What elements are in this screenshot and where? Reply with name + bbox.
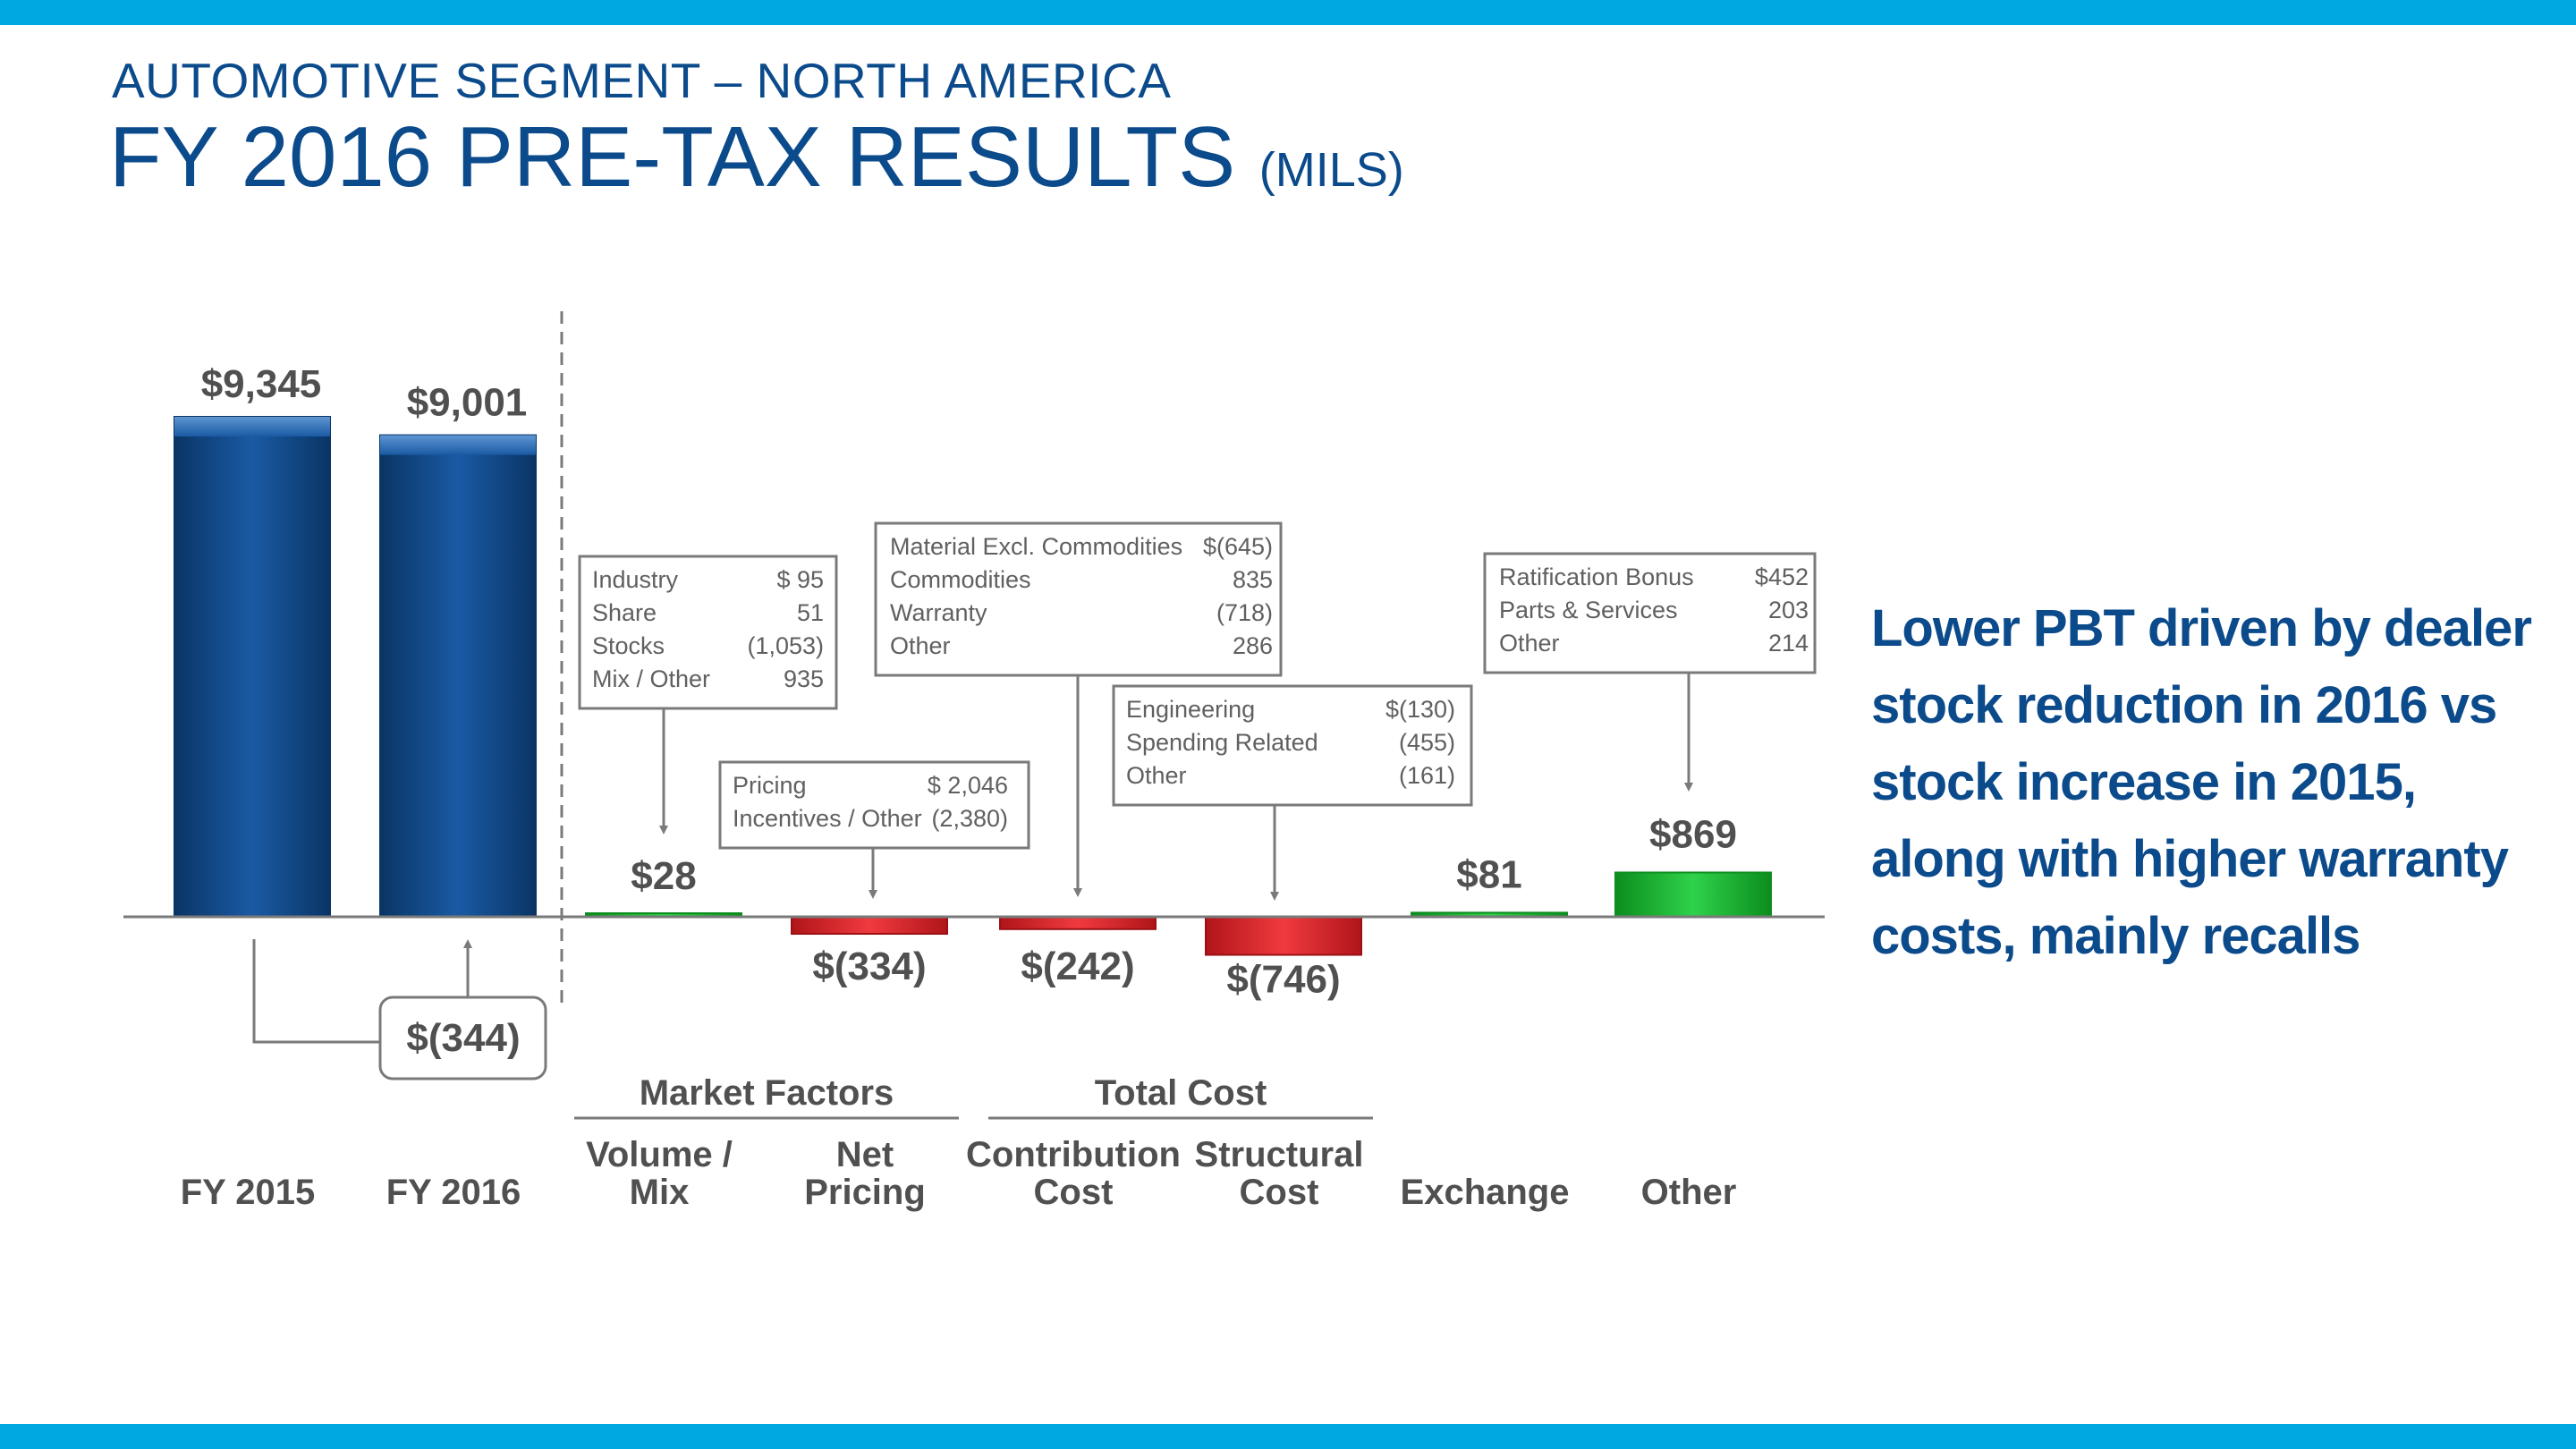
bar-cap-fy-2015 — [174, 417, 330, 436]
category-label-other-1: Other — [1641, 1173, 1737, 1212]
bottom-accent-band — [0, 1424, 2576, 1449]
breakdown-other-label-1: Ratification Bonus — [1499, 564, 1694, 590]
category-label-volume-mix-2: Mix — [630, 1173, 690, 1212]
category-label-exchange-1: Exchange — [1401, 1173, 1570, 1212]
breakdown-volume-mix-value-4: 935 — [784, 665, 824, 692]
breakdown-structural-cost-value-3: (161) — [1399, 762, 1455, 789]
yoy-change-box — [378, 996, 547, 1080]
breakdown-box-net-pricing — [718, 760, 1030, 850]
title-text: FY 2016 PRE-TAX RESULTS — [109, 109, 1236, 205]
commentary-text: Lower PBT driven by dealer stock reducti… — [1871, 599, 2532, 965]
breakdown-other-value-2: 203 — [1768, 597, 1809, 623]
labels-layer: $9,345 $9,001 $28 $(334) $(242) $(746) $81 $869… — [181, 362, 1809, 1212]
breakdown-volume-mix-label-2: Share — [592, 599, 657, 626]
breakdown-box-other — [1483, 552, 1817, 674]
value-label-volume-mix: $28 — [631, 854, 696, 898]
category-label-net-pricing-1: Net — [836, 1135, 894, 1174]
breakdown-contribution-cost-label-1: Material Excl. Commodities — [890, 533, 1182, 560]
value-label-fy-2016: $9,001 — [407, 381, 528, 425]
category-label-fy-2016-1: FY 2016 — [386, 1173, 521, 1212]
breakdown-volume-mix-label-4: Mix / Other — [592, 665, 710, 692]
top-accent-band — [0, 0, 2576, 25]
group-label-total-cost: Total Cost — [1095, 1073, 1267, 1113]
breakdown-net-pricing-value-1: $ 2,046 — [928, 772, 1008, 799]
bar-cap-fy-2016 — [380, 435, 536, 455]
category-label-contribution-cost-2: Cost — [1034, 1173, 1114, 1212]
bar-other — [1614, 871, 1772, 918]
category-label-contribution-cost-1: Contribution — [966, 1135, 1181, 1174]
breakdown-structural-cost-label-3: Other — [1126, 762, 1187, 789]
value-label-fy-2015: $9,345 — [201, 362, 322, 406]
breakdown-structural-cost-value-1: $(130) — [1385, 696, 1455, 723]
page-title: FY 2016 PRE-TAX RESULTS (MILS) — [109, 114, 1404, 200]
breakdown-contribution-cost-value-4: 286 — [1233, 632, 1273, 659]
value-label-net-pricing: $(334) — [812, 945, 926, 988]
breakdown-other-value-1: $452 — [1755, 564, 1809, 590]
breakdown-boxes-layer — [378, 521, 1817, 1080]
page-subtitle: AUTOMOTIVE SEGMENT – NORTH AMERICA — [112, 53, 1172, 108]
title-unit: (MILS) — [1258, 143, 1404, 197]
category-label-net-pricing-2: Pricing — [804, 1173, 926, 1212]
category-label-structural-cost-1: Structural — [1195, 1135, 1364, 1174]
breakdown-contribution-cost-label-2: Commodities — [890, 566, 1031, 593]
breakdown-contribution-cost-label-4: Other — [890, 632, 951, 659]
yoy-bracket-left — [252, 939, 380, 1044]
value-label-other: $869 — [1649, 812, 1737, 856]
breakdown-volume-mix-label-3: Stocks — [592, 632, 665, 659]
value-label-contribution-cost: $(242) — [1021, 945, 1134, 988]
category-label-fy-2015-1: FY 2015 — [181, 1173, 316, 1212]
breakdown-contribution-cost-value-3: (718) — [1216, 599, 1273, 626]
connectors-layer — [123, 311, 1825, 1120]
breakdown-volume-mix-value-2: 51 — [797, 599, 824, 626]
breakdown-volume-mix-value-3: (1,053) — [747, 632, 824, 659]
value-label-structural-cost: $(746) — [1226, 958, 1340, 1002]
breakdown-net-pricing-value-2: (2,380) — [931, 805, 1008, 832]
breakdown-other-label-2: Parts & Services — [1499, 597, 1678, 623]
bar-fy-2015 — [174, 416, 331, 918]
breakdown-structural-cost-value-2: (455) — [1399, 729, 1455, 756]
breakdown-other-label-3: Other — [1499, 630, 1560, 657]
breakdown-contribution-cost-value-2: 835 — [1233, 566, 1273, 593]
breakdown-contribution-cost-value-1: $(645) — [1203, 533, 1273, 560]
category-label-volume-mix-1: Volume / — [586, 1135, 733, 1174]
group-label-market-factors: Market Factors — [640, 1073, 894, 1113]
breakdown-box-contribution-cost — [874, 521, 1283, 677]
bar-contribution-cost — [999, 916, 1157, 930]
breakdown-box-structural-cost — [1112, 684, 1473, 807]
category-label-structural-cost-2: Cost — [1240, 1173, 1319, 1212]
yoy-change-label: $(344) — [406, 1016, 520, 1060]
breakdown-box-volume-mix — [578, 555, 838, 710]
breakdown-volume-mix-value-1: $ 95 — [776, 566, 824, 593]
bar-structural-cost — [1205, 916, 1362, 956]
breakdown-volume-mix-label-1: Industry — [592, 566, 679, 593]
bar-net-pricing — [791, 916, 948, 936]
breakdown-structural-cost-label-1: Engineering — [1126, 696, 1255, 723]
bar-fy-2016 — [379, 434, 537, 919]
value-label-exchange: $81 — [1456, 852, 1521, 896]
breakdown-contribution-cost-label-3: Warranty — [890, 599, 987, 626]
breakdown-other-value-3: 214 — [1768, 630, 1809, 657]
breakdown-net-pricing-label-1: Pricing — [733, 772, 807, 799]
bars-layer — [174, 416, 1772, 956]
breakdown-structural-cost-label-2: Spending Related — [1126, 729, 1318, 756]
breakdown-net-pricing-label-2: Incentives / Other — [733, 805, 922, 832]
